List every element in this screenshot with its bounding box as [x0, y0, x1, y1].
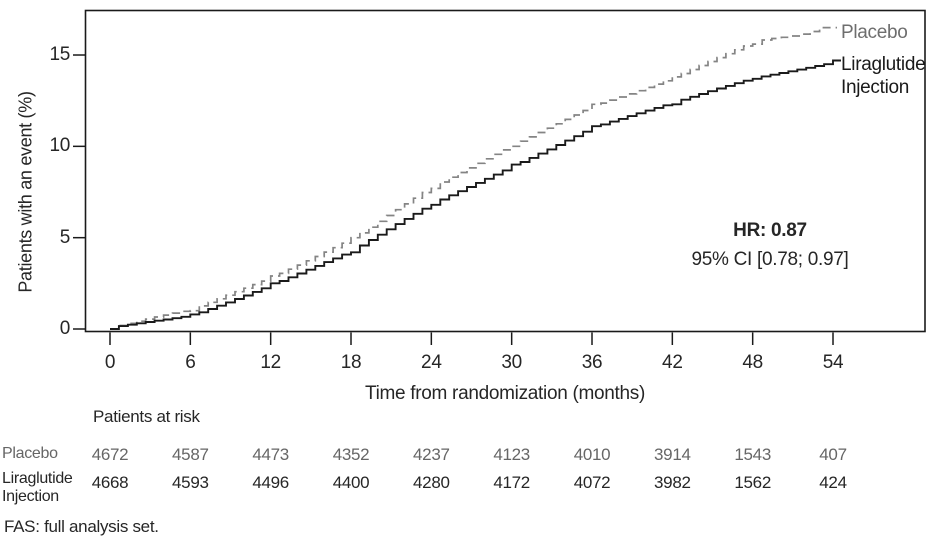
at-risk-value: 4123 — [493, 445, 530, 464]
at-risk-value: 4473 — [252, 445, 289, 464]
y-tick-label: 0 — [59, 318, 71, 339]
x-tick-label: 54 — [822, 352, 844, 373]
at-risk-value: 4352 — [332, 445, 370, 464]
y-tick-label: 5 — [59, 226, 71, 248]
at-risk-row-label: Placebo — [2, 445, 58, 462]
legend-label-placebo: Placebo — [841, 22, 908, 43]
hazard-ratio-value: HR: 0.87 — [733, 220, 807, 241]
x-tick-label: 36 — [581, 352, 603, 373]
at-risk-value: 1543 — [734, 445, 771, 464]
footnote: FAS: full analysis set. — [4, 517, 159, 536]
hr-annotation: HR: 0.87 95% CI [0.78; 0.97] — [630, 216, 910, 274]
y-tick-label: 15 — [49, 44, 70, 65]
at-risk-value: 407 — [819, 445, 847, 464]
x-tick-label: 0 — [104, 352, 116, 373]
at-risk-header: Patients at risk — [93, 407, 200, 426]
at-risk-value: 4668 — [91, 473, 129, 492]
x-tick-label: 18 — [340, 352, 362, 373]
at-risk-value: 4672 — [91, 445, 129, 464]
at-risk-value: 4587 — [172, 445, 209, 464]
placebo-curve — [110, 26, 837, 330]
liraglutide-curve — [110, 59, 841, 330]
x-tick-label: 48 — [742, 352, 763, 373]
plot-area — [73, 9, 926, 345]
plot-frame — [84, 9, 926, 333]
at-risk-value: 4072 — [573, 473, 611, 492]
at-risk-value: 3982 — [654, 473, 691, 492]
at-risk-value: 4400 — [332, 473, 370, 492]
legend-label-liraglutide: Liraglutide Injection — [841, 54, 926, 98]
x-axis-title: Time from randomization (months) — [364, 383, 646, 404]
x-tick-label: 6 — [185, 352, 196, 373]
x-tick-label: 12 — [260, 352, 281, 373]
at-risk-value: 4280 — [413, 473, 450, 492]
y-axis-title: Patients with an event (%) — [15, 91, 36, 293]
at-risk-value: 1562 — [734, 473, 771, 492]
x-tick-label: 30 — [501, 352, 522, 373]
y-tick-label: 10 — [49, 135, 70, 157]
at-risk-value: 4237 — [413, 445, 450, 464]
at-risk-value: 4010 — [573, 445, 611, 464]
at-risk-value: 3914 — [654, 445, 691, 464]
at-risk-row-label: Liraglutide Injection — [2, 470, 73, 505]
x-tick-label: 42 — [662, 352, 683, 373]
at-risk-value: 424 — [819, 473, 847, 492]
confidence-interval: 95% CI [0.78; 0.97] — [691, 249, 849, 270]
x-tick-label: 24 — [421, 352, 442, 373]
at-risk-value: 4496 — [252, 473, 289, 492]
at-risk-value: 4593 — [172, 473, 209, 492]
at-risk-value: 4172 — [493, 473, 530, 492]
